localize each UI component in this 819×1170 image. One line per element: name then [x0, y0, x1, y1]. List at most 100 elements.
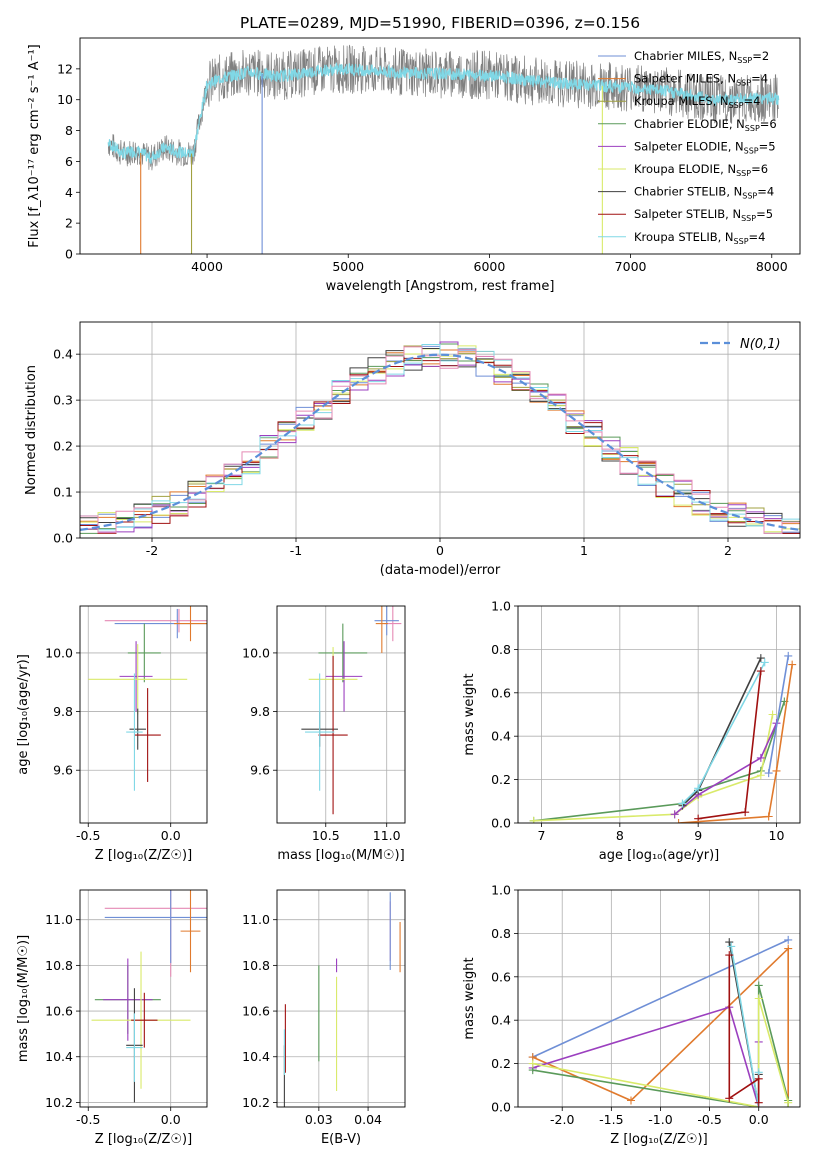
- y-tick-label: 10.4: [242, 1049, 270, 1064]
- series-line-ChabrierMILES: [767, 655, 790, 774]
- errorbar-KroupaSTELIB: [126, 1013, 143, 1082]
- grid-lines: [80, 606, 207, 823]
- data-point-marker: [754, 1074, 763, 1083]
- gaussian-curve: [80, 353, 800, 531]
- y-tick-label: 0.1: [53, 485, 73, 500]
- x-axis-label: mass [log₁₀(M/M☉)]: [277, 848, 404, 863]
- x-tick-label: 10: [769, 828, 785, 843]
- tick-group: 0.03 0.04 10.2 10.4 10.6 10.8 11.0: [242, 912, 382, 1127]
- plots-container: 4000 5000 6000 7000 8000024681012wavelength …: [16, 37, 801, 1147]
- series-line-ChabrierMILES: [532, 939, 789, 1058]
- errorbar-SalpeterELODIE: [103, 958, 153, 1041]
- x-tick-label: 2: [724, 543, 732, 558]
- y-tick-label: 10: [57, 92, 73, 107]
- y-tick-label: 9.6: [53, 763, 73, 778]
- data-point-marker: [678, 799, 687, 808]
- figure-title: PLATE=0289, MJD=51990, FIBERID=0396, z=0…: [240, 14, 640, 32]
- x-tick-label: 0: [436, 543, 444, 558]
- data-point-marker: [725, 1094, 734, 1103]
- errorbar-SalpeterMILES: [375, 606, 388, 653]
- data-point-marker: [764, 812, 773, 821]
- axes-age_vs_Z: -0.5 0.0 9.6 9.8 10.0 Z [log₁₀(Z/Z☉)] age [log…: [16, 605, 208, 863]
- data-point-marker: [529, 816, 538, 823]
- data-point-marker: [694, 784, 703, 793]
- axes-age_vs_mass: 10.5 11.0 9.6 9.8 10.0 mass [log₁₀(M/M☉)]: [242, 605, 406, 863]
- legend-label: Chabrier STELIB, NSSP=4: [634, 185, 774, 201]
- x-tick-label: 10.5: [312, 828, 340, 843]
- x-tick-label: -2.0: [550, 1112, 574, 1127]
- x-tick-label: 0.03: [305, 1112, 333, 1127]
- y-tick-label: 0.4: [53, 347, 73, 362]
- y-tick-label: 10.0: [242, 645, 270, 660]
- series-line-SalpeterSTELIB: [698, 671, 762, 820]
- axes-frame: [276, 889, 406, 1108]
- y-tick-label: 10.6: [242, 1004, 270, 1019]
- data-point-marker: [754, 981, 763, 990]
- legend-label: Kroupa MILES, NSSP=4: [634, 94, 760, 110]
- tick-group: 4000 5000 6000 7000 8000 0 2 4 6 8 10 12: [57, 61, 788, 274]
- grid-lines: [277, 890, 405, 1107]
- x-axis-label: Z [log₁₀(Z/Z☉)]: [95, 848, 192, 863]
- grid-lines: [518, 605, 800, 824]
- series-line-KroupaELODIE: [532, 998, 789, 1107]
- axes-mass_vs_EBV: 0.03 0.04 10.2 10.4 10.6 10.8 11.0 E(B-V): [242, 889, 406, 1147]
- x-tick-label: -0.5: [697, 1112, 721, 1127]
- y-tick-label: 9.8: [250, 704, 270, 719]
- y-tick-label: 0.6: [491, 969, 511, 984]
- data-point-marker: [754, 994, 763, 1003]
- plot-area: [80, 341, 800, 534]
- data-point-marker: [788, 660, 797, 669]
- y-tick-label: 12: [57, 61, 73, 76]
- y-tick-label: 10.2: [242, 1095, 270, 1110]
- legend: Chabrier MILES, NSSP=2 Salpeter MILES, NS…: [598, 49, 777, 246]
- tick-group: 10.5 11.0 9.6 9.8 10.0: [242, 645, 401, 843]
- legend-label: Kroupa STELIB, NSSP=4: [634, 230, 765, 246]
- y-tick-label: 0.8: [491, 926, 511, 941]
- y-axis-label: age [log₁₀(age/yr)]: [16, 654, 31, 775]
- data-point-marker: [784, 935, 793, 944]
- tick-group: -2.0 -1.5 -1.0 -0.5 0.0 0.0 0.2 0.4 0.6 0.8 1.0: [491, 883, 769, 1128]
- data-point-marker: [760, 658, 769, 667]
- errorbar-SalpeterSTELIB: [131, 992, 158, 1048]
- x-tick-label: 7: [538, 828, 546, 843]
- data-point-marker: [725, 951, 734, 960]
- errorbar-SalpeterMILES: [174, 606, 207, 642]
- legend-label: Salpeter MILES, NSSP=4: [634, 72, 768, 88]
- y-tick-label: 0.2: [491, 772, 511, 787]
- axes-mass_vs_Z: -0.5 0.0 10.2 10.4 10.6 10.8 11.0 Z [log₁₀(Z/Z☉…: [16, 889, 208, 1147]
- data-point-marker: [784, 651, 793, 660]
- x-axis-label: (data-model)/error: [380, 563, 501, 578]
- plot-area: [107, 44, 780, 254]
- x-tick-label: 0.0: [749, 1112, 769, 1127]
- errorbar-ChabrierMILES: [374, 606, 399, 636]
- y-tick-label: 0.4: [491, 729, 511, 744]
- y-axis-label: mass [log₁₀(M/M☉)]: [16, 935, 31, 1062]
- y-tick-label: 1.0: [491, 883, 511, 898]
- errorbar-SalpeterSTELIB: [318, 655, 348, 815]
- errorbar-KroupaELODIE: [88, 644, 188, 715]
- data-point-marker: [674, 819, 683, 823]
- errorbar-ChabrierELODIE: [318, 623, 368, 683]
- plot-area: [529, 651, 797, 823]
- legend-label: Chabrier ELODIE, NSSP=6: [634, 117, 777, 133]
- axes-mass_weight_vs_Z: -2.0 -1.5 -1.0 -0.5 0.0 0.0 0.2 0.4 0.6 0.8 1.0 Z […: [462, 883, 801, 1147]
- y-axis-label: mass weight: [462, 957, 477, 1039]
- grid-lines: [277, 606, 405, 823]
- data-point-marker: [741, 808, 750, 817]
- errorbar-pinkSeries: [104, 608, 207, 633]
- x-tick-label: 8: [616, 828, 624, 843]
- model-spectrum-line: [107, 62, 780, 164]
- axes-frame: [79, 321, 801, 539]
- y-axis-label: Flux [f_λ10⁻¹⁷ erg cm⁻² s⁻¹ A⁻¹]: [27, 44, 42, 248]
- x-tick-label: -0.5: [76, 828, 100, 843]
- grid-lines: [80, 890, 207, 1107]
- axes-frame: [79, 605, 208, 824]
- data-point-marker: [670, 810, 679, 819]
- legend-label: Kroupa ELODIE, NSSP=6: [634, 162, 768, 178]
- errorbar-ChabrierELODIE: [127, 623, 161, 683]
- x-tick-label: 11.0: [373, 828, 401, 843]
- data-point-marker: [784, 1098, 793, 1107]
- errorbar-SalpeterELODIE: [325, 641, 363, 712]
- data-point-marker: [528, 1059, 537, 1068]
- y-tick-label: 9.6: [250, 763, 270, 778]
